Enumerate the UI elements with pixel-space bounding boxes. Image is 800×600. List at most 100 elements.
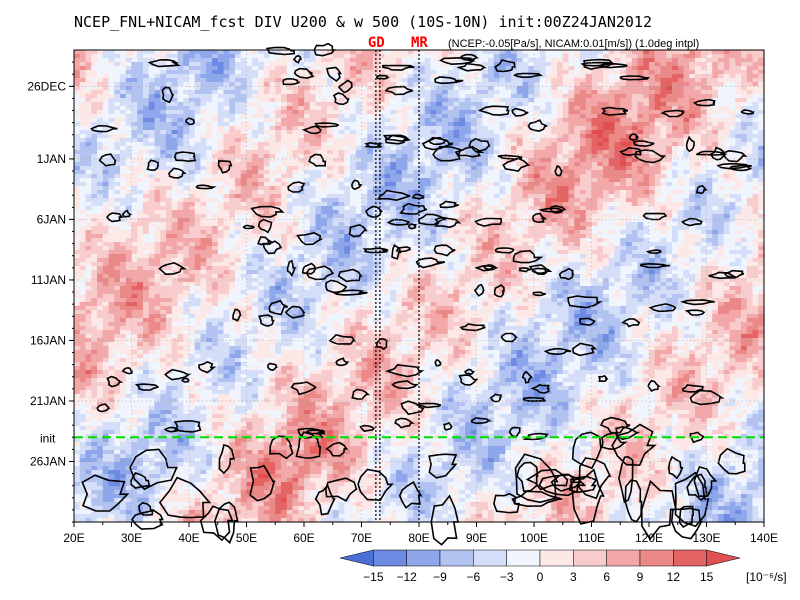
heatmap-cell bbox=[91, 50, 98, 55]
heatmap-cell bbox=[649, 70, 656, 75]
heatmap-cell bbox=[102, 150, 110, 155]
heatmap-cell bbox=[91, 162, 98, 167]
heatmap-cell bbox=[511, 106, 518, 111]
heatmap-cell bbox=[465, 170, 472, 175]
heatmap-cell bbox=[327, 170, 334, 175]
heatmap-cell bbox=[626, 70, 633, 75]
heatmap-cell bbox=[137, 158, 144, 163]
heatmap-cell bbox=[85, 154, 92, 159]
heatmap-cell bbox=[695, 170, 702, 175]
heatmap-cell bbox=[723, 98, 731, 103]
heatmap-cell bbox=[85, 122, 92, 127]
heatmap-cell bbox=[143, 110, 150, 115]
heatmap-cell bbox=[125, 182, 133, 187]
heatmap-cell bbox=[321, 146, 328, 151]
heatmap-cell bbox=[401, 162, 409, 167]
heatmap-cell bbox=[614, 110, 621, 115]
heatmap-cell bbox=[223, 134, 230, 139]
heatmap-cell bbox=[258, 186, 265, 191]
heatmap-cell bbox=[373, 182, 380, 187]
heatmap-cell bbox=[723, 138, 731, 143]
heatmap-cell bbox=[120, 58, 127, 63]
heatmap-cell bbox=[614, 94, 621, 99]
heatmap-cell bbox=[493, 78, 501, 83]
heatmap-cell bbox=[643, 94, 650, 99]
heatmap-cell bbox=[120, 150, 127, 155]
heatmap-cell bbox=[534, 178, 541, 183]
heatmap-cell bbox=[539, 66, 547, 71]
heatmap-cell bbox=[74, 198, 81, 203]
heatmap-cell bbox=[269, 78, 276, 83]
heatmap-cell bbox=[269, 58, 276, 63]
heatmap-cell bbox=[183, 166, 190, 171]
heatmap-cell bbox=[511, 198, 518, 203]
heatmap-cell bbox=[580, 54, 587, 59]
heatmap-cell bbox=[683, 162, 690, 167]
heatmap-cell bbox=[603, 138, 610, 143]
heatmap-cell bbox=[378, 98, 386, 103]
heatmap-cell bbox=[108, 202, 115, 207]
heatmap-cell bbox=[476, 90, 483, 95]
heatmap-cell bbox=[758, 78, 765, 83]
heatmap-cell bbox=[263, 126, 271, 131]
heatmap-cell bbox=[269, 146, 276, 151]
heatmap-cell bbox=[608, 186, 616, 191]
heatmap-cell bbox=[430, 158, 437, 163]
heatmap-cell bbox=[85, 78, 92, 83]
heatmap-cell bbox=[476, 66, 483, 71]
heatmap-cell bbox=[649, 178, 656, 183]
heatmap-cell bbox=[131, 102, 138, 107]
heatmap-cell bbox=[281, 58, 288, 63]
heatmap-cell bbox=[120, 142, 127, 147]
heatmap-cell bbox=[522, 138, 529, 143]
heatmap-cell bbox=[585, 198, 593, 203]
heatmap-cell bbox=[488, 54, 495, 59]
heatmap-cell bbox=[223, 62, 230, 67]
heatmap-cell bbox=[269, 190, 276, 195]
heatmap-cell bbox=[718, 70, 725, 75]
heatmap-cell bbox=[137, 50, 144, 55]
heatmap-cell bbox=[470, 186, 478, 191]
heatmap-cell bbox=[321, 86, 328, 91]
heatmap-cell bbox=[528, 70, 535, 75]
heatmap-cell bbox=[275, 122, 282, 127]
heatmap-cell bbox=[275, 190, 282, 195]
heatmap-cell bbox=[361, 146, 368, 151]
heatmap-cell bbox=[499, 190, 506, 195]
heatmap-cell bbox=[436, 114, 443, 119]
heatmap-cell bbox=[344, 158, 351, 163]
heatmap-cell bbox=[453, 194, 460, 199]
heatmap-cell bbox=[355, 166, 363, 171]
heatmap-cell bbox=[367, 98, 374, 103]
heatmap-cell bbox=[309, 182, 317, 187]
heatmap-cell bbox=[154, 210, 161, 215]
heatmap-cell bbox=[327, 86, 334, 91]
heatmap-cell bbox=[545, 114, 552, 119]
heatmap-cell bbox=[378, 146, 386, 151]
heatmap-cell bbox=[603, 178, 610, 183]
heatmap-cell bbox=[574, 206, 581, 211]
heatmap-cell bbox=[752, 186, 759, 191]
heatmap-cell bbox=[229, 174, 236, 179]
heatmap-cell bbox=[235, 102, 242, 107]
heatmap-cell bbox=[758, 66, 765, 71]
heatmap-cell bbox=[735, 198, 742, 203]
heatmap-cell bbox=[269, 126, 276, 131]
heatmap-cell bbox=[217, 98, 225, 103]
heatmap-cell bbox=[654, 90, 662, 95]
heatmap-cell bbox=[85, 206, 92, 211]
heatmap-cell bbox=[361, 70, 368, 75]
heatmap-cell bbox=[470, 194, 478, 199]
heatmap-cell bbox=[390, 174, 397, 179]
heatmap-cell bbox=[194, 158, 202, 163]
heatmap-cell bbox=[229, 162, 236, 167]
heatmap-cell bbox=[229, 166, 236, 171]
heatmap-cell bbox=[229, 118, 236, 123]
heatmap-cell bbox=[321, 186, 328, 191]
heatmap-cell bbox=[654, 142, 662, 147]
heatmap-cell bbox=[482, 214, 489, 219]
heatmap-cell bbox=[125, 154, 133, 159]
heatmap-cell bbox=[482, 122, 489, 127]
heatmap-cell bbox=[350, 178, 357, 183]
heatmap-cell bbox=[269, 86, 276, 91]
